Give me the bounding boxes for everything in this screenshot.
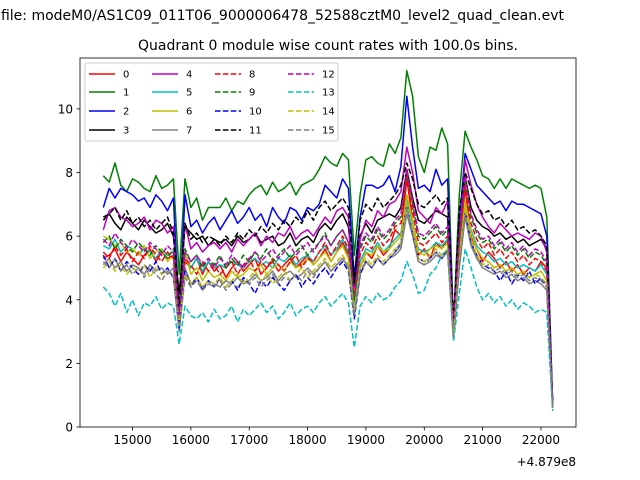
x-tick-label-3: 18000 — [288, 433, 326, 447]
y-tick-label-5: 10 — [58, 102, 73, 116]
legend-label-4: 4 — [186, 70, 192, 81]
legend-box — [84, 62, 339, 142]
x-tick-label-7: 22000 — [522, 433, 560, 447]
x-axis: 15000 16000 17000 18000 19000 20000 21000 22000 — [113, 427, 560, 447]
axes-frame — [79, 57, 577, 428]
x-tick-label-4: 19000 — [347, 433, 385, 447]
suptitle: Plotting file: modeM0/AS1C09_011T06_9000… — [0, 8, 564, 24]
legend-label-14: 14 — [322, 107, 335, 118]
x-tick-label-5: 20000 — [405, 433, 443, 447]
legend-label-1: 1 — [123, 88, 129, 99]
y-tick-label-2: 4 — [65, 293, 73, 307]
series-line-8 — [102, 174, 554, 405]
legend-label-13: 13 — [322, 88, 335, 99]
x-tick-label-0: 15000 — [113, 433, 151, 447]
series-line-11 — [102, 162, 554, 405]
legend-label-9: 9 — [249, 88, 255, 99]
legend-label-2: 2 — [123, 107, 129, 118]
x-tick-label-1: 16000 — [172, 433, 210, 447]
x-tick-label-2: 17000 — [230, 433, 268, 447]
legend-label-15: 15 — [322, 126, 335, 137]
y-tick-label-1: 2 — [65, 357, 73, 371]
x-tick-label-6: 21000 — [464, 433, 502, 447]
y-tick-label-4: 8 — [65, 166, 73, 180]
series-line-15 — [102, 206, 554, 408]
x-offset-label: +4.879e8 — [517, 455, 576, 469]
legend-label-7: 7 — [186, 126, 192, 137]
series-lines — [102, 69, 554, 412]
legend-label-10: 10 — [249, 107, 262, 118]
series-line-12 — [102, 168, 554, 405]
legend-label-12: 12 — [322, 70, 335, 81]
legend-label-5: 5 — [186, 88, 192, 99]
legend-label-6: 6 — [186, 107, 192, 118]
legend-label-3: 3 — [123, 126, 129, 137]
y-tick-label-3: 6 — [65, 230, 73, 244]
legend-label-0: 0 — [123, 70, 129, 81]
chart-title: Quadrant 0 module wise count rates with … — [138, 38, 518, 54]
series-line-13 — [102, 248, 554, 412]
legend-label-8: 8 — [249, 70, 255, 81]
y-tick-label-0: 0 — [65, 421, 73, 435]
legend-label-11: 11 — [249, 126, 262, 137]
series-line-1 — [102, 69, 554, 405]
y-axis: 0 2 4 6 8 10 — [58, 102, 80, 435]
series-line-3 — [102, 168, 554, 408]
